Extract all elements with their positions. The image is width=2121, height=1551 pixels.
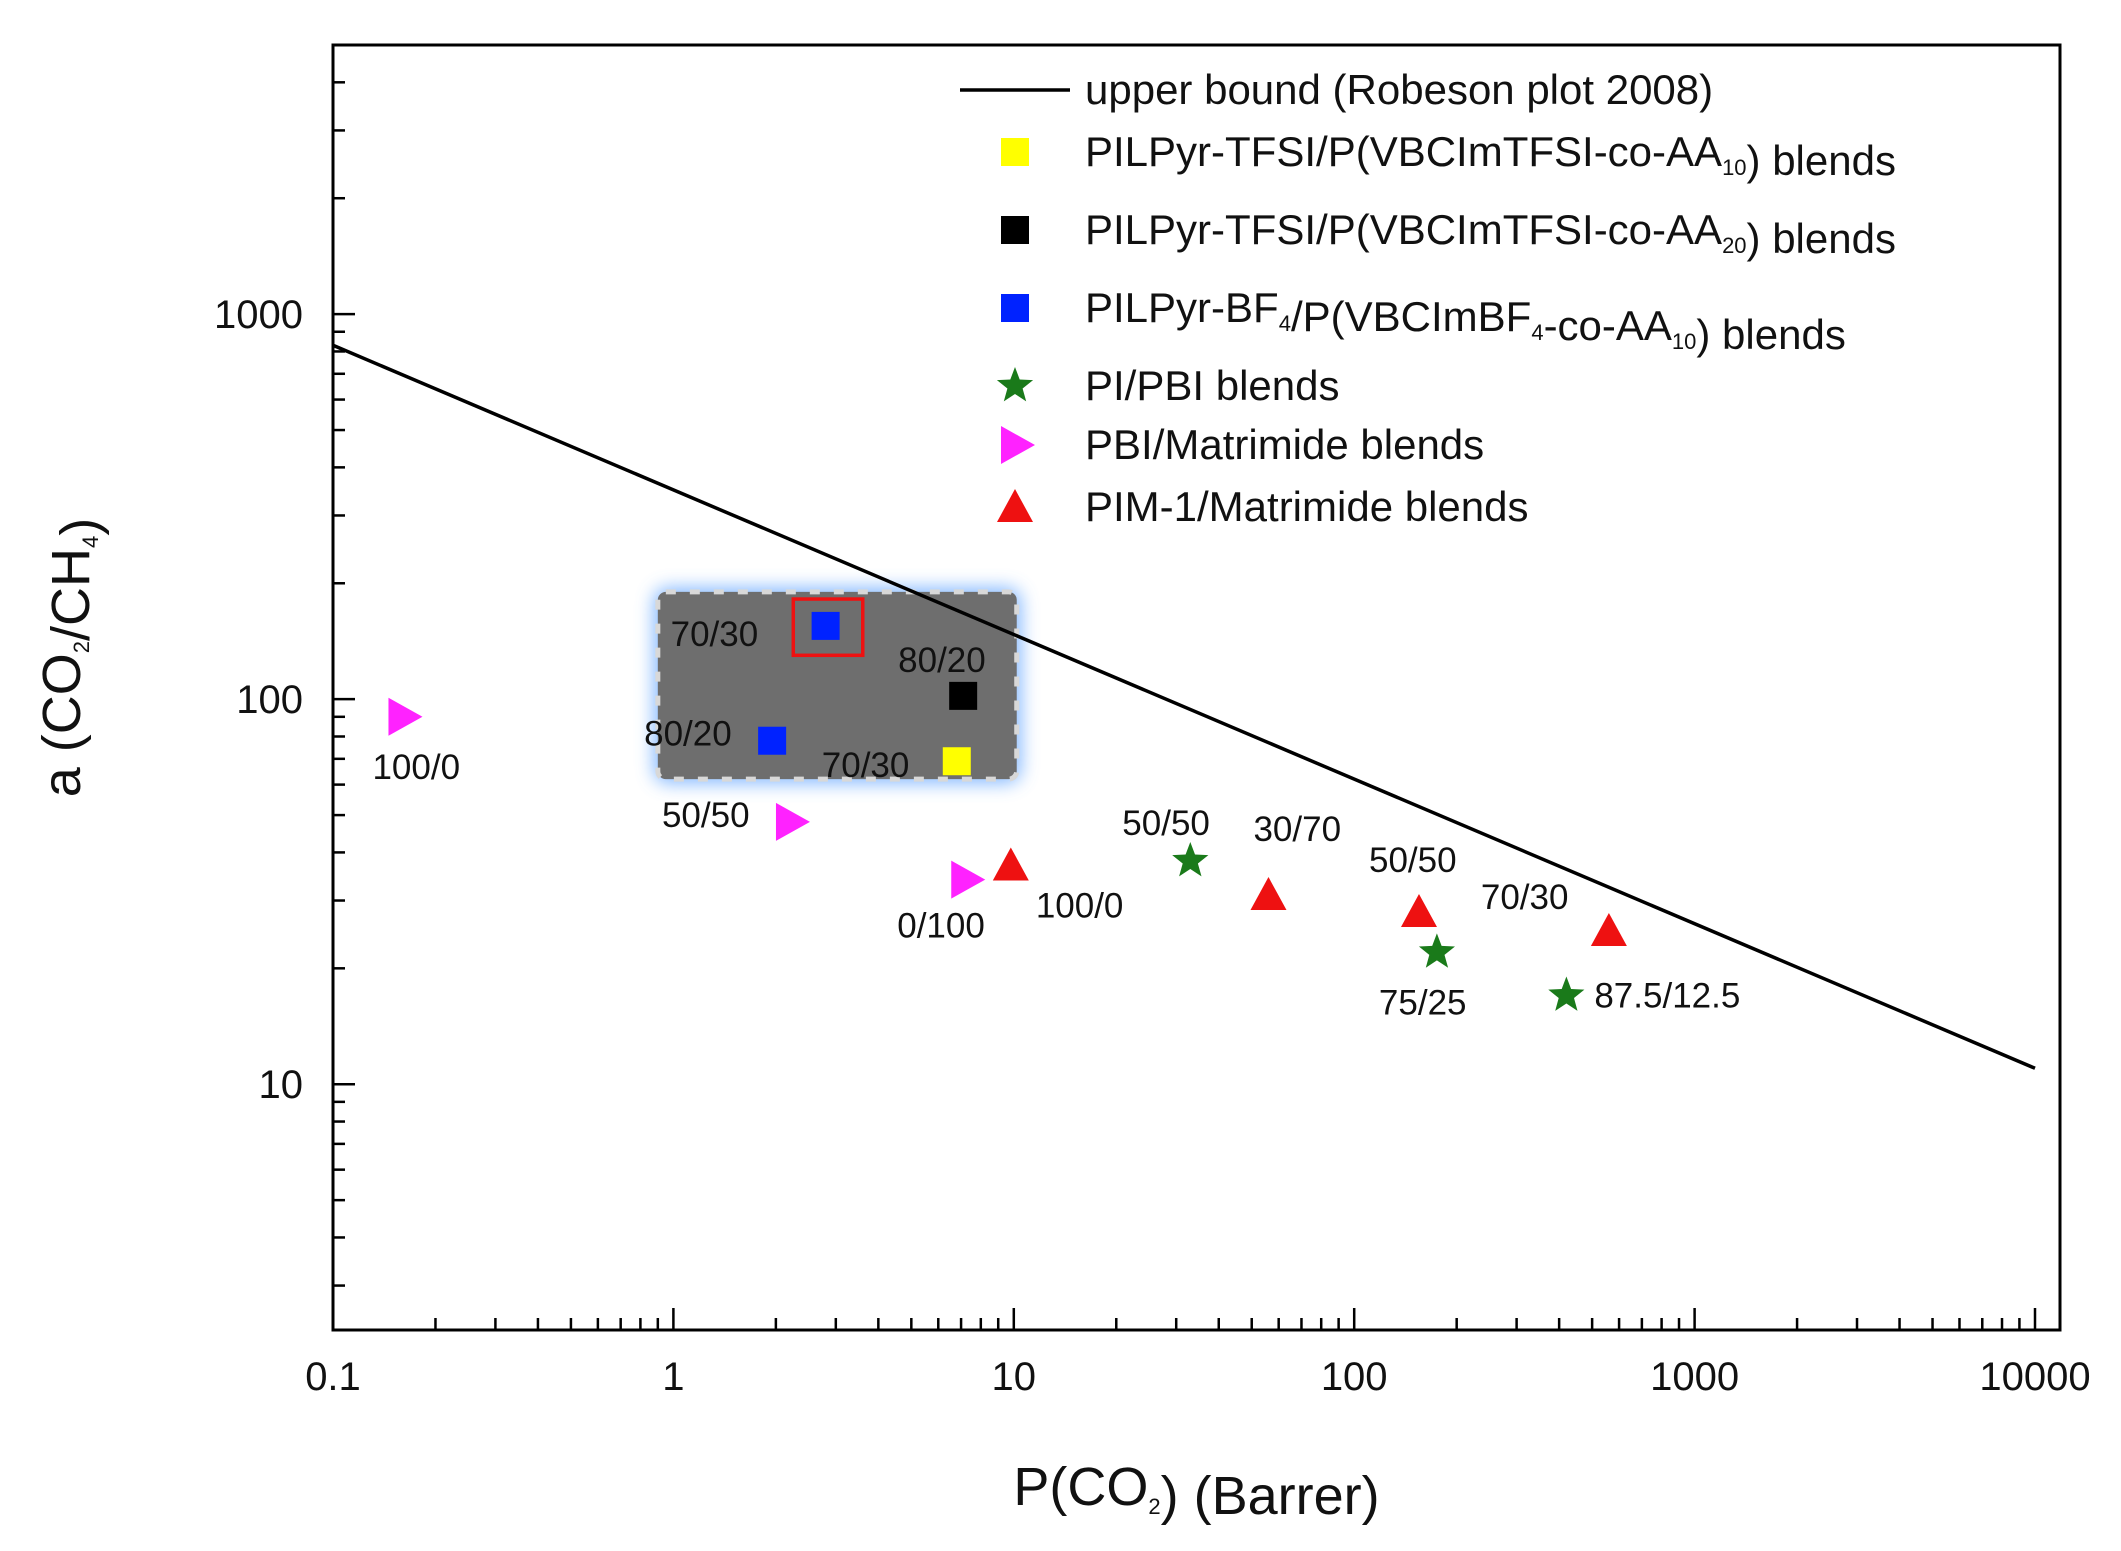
- data-label-pipbi: 75/25: [1379, 983, 1467, 1022]
- data-label-pbimat: 0/100: [897, 907, 985, 946]
- x-tick-label: 10: [992, 1355, 1037, 1399]
- data-label-pimmat: 30/70: [1253, 810, 1341, 849]
- x-tick-label: 10000: [1979, 1355, 2090, 1399]
- legend-marker-pbimat: [1001, 426, 1035, 464]
- data-label-tfsi20: 80/20: [898, 641, 986, 680]
- legend-label-pipbi: PI/PBI blends: [1085, 362, 1339, 409]
- legend-label-pbimat: PBI/Matrimide blends: [1085, 421, 1484, 468]
- data-label-tfsi10: 70/30: [822, 746, 910, 785]
- y-axis-title: a (CO2/CH4): [32, 518, 110, 798]
- legend-label-tfsi10: PILPyr-TFSI/P(VBCImTFSI-co-AA10) blends: [1085, 128, 1896, 184]
- x-tick-label: 100: [1321, 1355, 1388, 1399]
- data-point-pbimat: [775, 802, 810, 841]
- data-label-pbimat: 100/0: [372, 748, 460, 787]
- data-label-pipbi: 87.5/12.5: [1594, 977, 1740, 1016]
- legend-marker-tfsi20: [1001, 216, 1029, 244]
- data-label-bf4: 70/30: [671, 615, 759, 654]
- data-point-pipbi: [1172, 842, 1209, 877]
- data-label-pipbi: 50/50: [1122, 804, 1210, 843]
- legend-marker-tfsi10: [1001, 138, 1029, 166]
- upper-bound-line: [332, 343, 2036, 1070]
- legend-marker-pimmat: [997, 489, 1033, 522]
- data-point-pbimat: [388, 697, 423, 736]
- highlight-box: [791, 597, 865, 658]
- legend-label-pimmat: PIM-1/Matrimide blends: [1085, 483, 1528, 530]
- data-label-pimmat: 50/50: [1369, 841, 1457, 880]
- legend-label-upper-bound: upper bound (Robeson plot 2008): [1085, 66, 1713, 113]
- data-point-pipbi: [1548, 976, 1585, 1011]
- plot-area-frame: [331, 43, 2062, 1332]
- data-label-bf4: 80/20: [644, 715, 732, 754]
- data-label-pimmat: 100/0: [1036, 886, 1124, 925]
- highlight-region: [655, 589, 1020, 782]
- x-tick-label: 1: [662, 1355, 684, 1399]
- data-point-pipbi: [1418, 933, 1455, 968]
- data-point-pimmat: [1590, 913, 1627, 947]
- data-label-pimmat: 70/30: [1481, 878, 1569, 917]
- data-point-pimmat: [1250, 877, 1287, 911]
- y-tick-label: 100: [236, 678, 303, 722]
- y-tick-label: 10: [259, 1063, 304, 1107]
- legend-label-tfsi20: PILPyr-TFSI/P(VBCImTFSI-co-AA20) blends: [1085, 206, 1896, 262]
- legend-marker-pipbi: [996, 367, 1034, 402]
- data-point-pimmat: [992, 847, 1029, 881]
- data-label-pbimat: 50/50: [662, 796, 750, 835]
- data-point-tfsi20: [949, 681, 978, 710]
- x-axis-title: P(CO2) (Barrer): [1013, 1457, 1379, 1526]
- data-point-bf4: [811, 611, 840, 640]
- data-point-bf4: [758, 726, 787, 755]
- y-tick-label: 1000: [214, 293, 303, 337]
- x-tick-label: 0.1: [305, 1355, 361, 1399]
- data-point-pimmat: [1400, 894, 1437, 928]
- legend-marker-bf4: [1001, 294, 1029, 322]
- data-point-pbimat: [951, 860, 986, 899]
- data-point-tfsi10: [942, 747, 971, 776]
- legend-label-bf4: PILPyr-BF4/P(VBCImBF4-co-AA10) blends: [1085, 284, 1846, 358]
- x-tick-label: 1000: [1650, 1355, 1739, 1399]
